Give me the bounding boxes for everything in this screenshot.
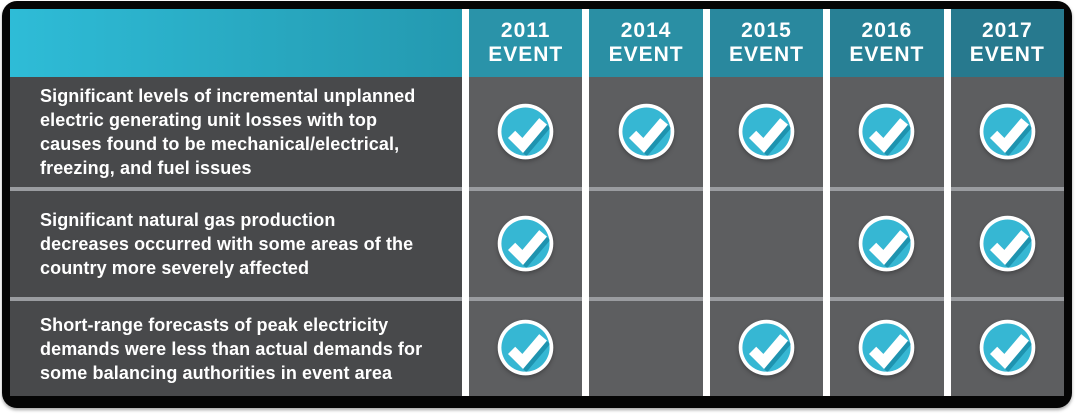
checkmark-icon bbox=[494, 213, 557, 276]
check-cell-r2-2011 bbox=[469, 301, 583, 396]
checkmark-icon bbox=[855, 213, 918, 276]
check-cell-r2-2017 bbox=[950, 301, 1064, 396]
row-label-generation-losses: Significant levels of incremental unplan… bbox=[10, 77, 462, 187]
row-divider bbox=[589, 187, 703, 191]
checkmark-icon bbox=[976, 213, 1039, 276]
row-label-gas-production: Significant natural gas production decre… bbox=[10, 191, 462, 297]
check-cell-r1-2011 bbox=[469, 191, 583, 297]
column-header-2011: 2011 EVENT bbox=[469, 9, 583, 77]
check-cell-r0-2014 bbox=[589, 77, 703, 187]
row-divider bbox=[10, 297, 462, 301]
row-divider bbox=[589, 297, 703, 301]
check-cell-r1-2017 bbox=[950, 191, 1064, 297]
check-cell-r2-2016 bbox=[830, 301, 944, 396]
table-frame: 2011 EVENT 2014 EVENT 2015 EVENT 2016 EV… bbox=[2, 1, 1072, 408]
column-year: 2015 bbox=[741, 19, 792, 42]
check-cell-r0-2016 bbox=[830, 77, 944, 187]
checkmark-icon bbox=[976, 317, 1039, 380]
check-cell-r2-2015 bbox=[709, 301, 824, 396]
check-cell-r0-2017 bbox=[950, 77, 1064, 187]
checkmark-icon bbox=[615, 101, 678, 164]
column-year: 2014 bbox=[620, 19, 672, 42]
check-cell-r0-2011 bbox=[469, 77, 583, 187]
column-year: 2017 bbox=[981, 19, 1033, 42]
row-divider bbox=[469, 297, 583, 301]
column-header-2017: 2017 EVENT bbox=[950, 9, 1064, 77]
column-event-label: EVENT bbox=[488, 43, 564, 66]
row-divider bbox=[830, 187, 944, 191]
checkmark-icon bbox=[855, 101, 918, 164]
row-divider bbox=[950, 187, 1064, 191]
check-cell-r2-2014 bbox=[589, 301, 703, 396]
column-event-label: EVENT bbox=[728, 43, 804, 66]
checkmark-icon bbox=[494, 101, 557, 164]
row-divider bbox=[709, 297, 824, 301]
column-year: 2011 bbox=[500, 19, 551, 42]
column-header-2014: 2014 EVENT bbox=[589, 9, 703, 77]
checkmark-icon bbox=[855, 317, 918, 380]
column-header-2016: 2016 EVENT bbox=[830, 9, 944, 77]
header-banner bbox=[10, 9, 462, 77]
column-event-label: EVENT bbox=[608, 43, 684, 66]
column-event-label: EVENT bbox=[849, 43, 925, 66]
check-cell-r1-2014 bbox=[589, 191, 703, 297]
row-label-short-range-forecasts: Short-range forecasts of peak electricit… bbox=[10, 301, 462, 396]
row-divider bbox=[950, 297, 1064, 301]
column-event-label: EVENT bbox=[969, 43, 1045, 66]
row-divider bbox=[469, 187, 583, 191]
check-cell-r0-2015 bbox=[709, 77, 824, 187]
column-year: 2016 bbox=[861, 19, 913, 42]
comparison-table: 2011 EVENT 2014 EVENT 2015 EVENT 2016 EV… bbox=[10, 9, 1064, 396]
checkmark-icon bbox=[494, 317, 557, 380]
row-divider bbox=[10, 187, 462, 191]
checkmark-icon bbox=[976, 101, 1039, 164]
check-cell-r1-2016 bbox=[830, 191, 944, 297]
row-divider bbox=[709, 187, 824, 191]
check-cell-r1-2015 bbox=[709, 191, 824, 297]
row-divider bbox=[830, 297, 944, 301]
column-header-2015: 2015 EVENT bbox=[709, 9, 824, 77]
checkmark-icon bbox=[735, 101, 798, 164]
checkmark-icon bbox=[735, 317, 798, 380]
